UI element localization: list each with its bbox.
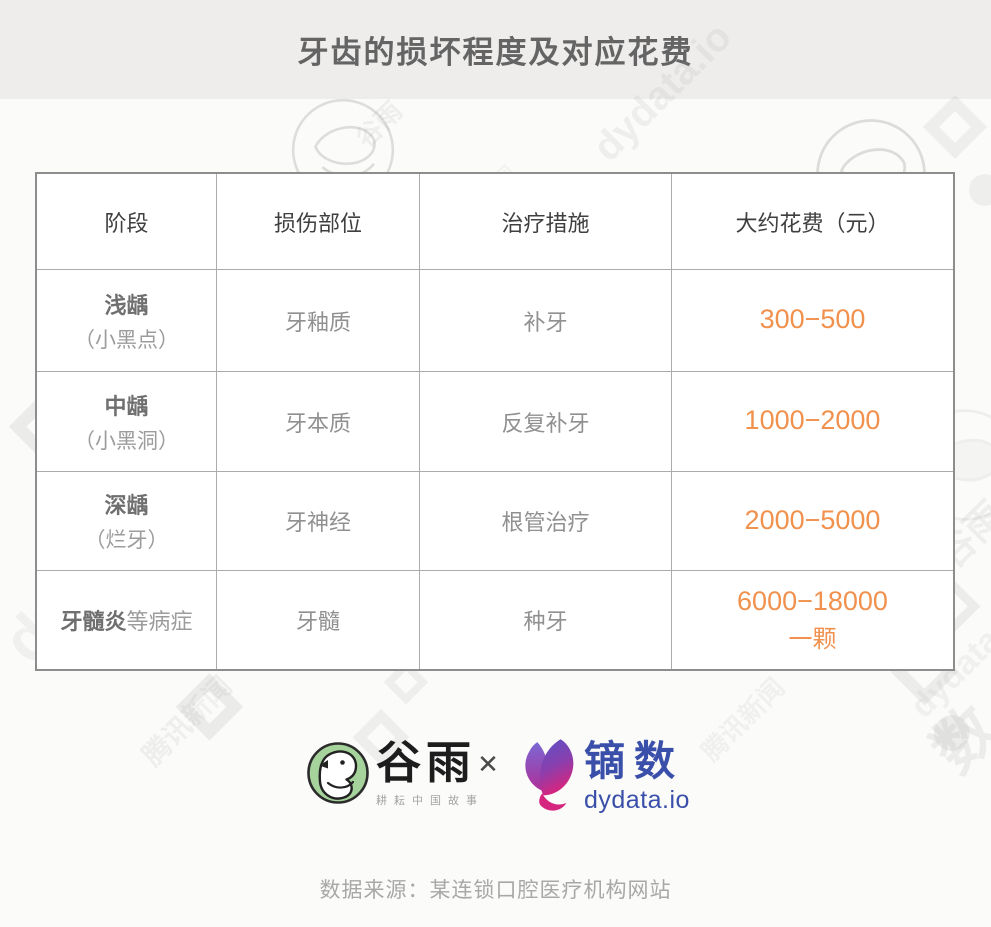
column-header-treatment: 治疗措施 <box>420 174 672 270</box>
table-row-stage: 牙髓炎等病症 <box>37 571 217 669</box>
column-header-stage: 阶段 <box>37 174 217 270</box>
cost-table: 阶段 损伤部位 治疗措施 大约花费（元） 浅龋 （小黑点） 牙釉质 补牙 300… <box>35 172 955 671</box>
stage-name: 深龋 <box>104 493 149 518</box>
column-header-damaged-part: 损伤部位 <box>217 174 420 270</box>
data-source-note: 数据来源：某连锁口腔医疗机构网站 <box>319 879 672 902</box>
title-band: 牙齿的损坏程度及对应花费 <box>0 0 991 99</box>
table-cell-part: 牙神经 <box>217 472 420 571</box>
cost-value: 2000−5000 <box>744 504 881 535</box>
stage-name: 牙髓炎 <box>60 609 127 634</box>
stage-name: 浅龋 <box>104 292 149 318</box>
guyu-watermark-text: 谷雨 <box>350 95 409 154</box>
tencent-news-watermark-icon <box>352 660 429 766</box>
table-cell-part: 牙本质 <box>217 372 420 472</box>
table-row-stage: 中龋 （小黑洞） <box>37 372 217 472</box>
cost-value: 300−500 <box>759 304 866 334</box>
dydata-name: 镝数 <box>584 738 684 784</box>
table-row-stage: 深龋 （烂牙） <box>37 472 217 571</box>
column-header-cost: 大约花费（元） <box>672 174 953 270</box>
table-cell-treatment: 补牙 <box>420 270 672 372</box>
table-cell-treatment: 反复补牙 <box>420 372 672 472</box>
table-row-stage: 浅龋 （小黑点） <box>37 270 217 372</box>
guyu-bird-logo-icon <box>307 742 369 804</box>
guyu-name: 谷雨 <box>376 736 477 789</box>
guyu-wordmark: 谷雨 耕耘中国故事 <box>376 738 511 808</box>
stage-name: 中龋 <box>104 393 149 419</box>
table-cell-cost: 2000−5000 <box>672 472 953 571</box>
guyu-slogan: 耕耘中国故事 <box>376 795 484 807</box>
table-cell-cost: 300−500 <box>672 270 953 372</box>
table-cell-cost: 6000−18000 一颗 <box>672 571 953 669</box>
stage-subtitle: （小黑点） <box>74 328 179 352</box>
table-cell-part: 牙髓 <box>217 571 420 669</box>
collab-x-icon: ✕ <box>477 749 499 779</box>
cost-unit: 一颗 <box>788 626 837 653</box>
tencent-news-watermark-text: 腾讯新闻 <box>136 670 238 772</box>
dydata-site: dydata.io <box>584 786 690 814</box>
shu-watermark-text: 数 <box>919 693 991 786</box>
table-cell-treatment: 种牙 <box>420 571 672 669</box>
dydata-butterfly-logo-icon <box>525 739 574 811</box>
cost-value: 1000−2000 <box>744 405 881 435</box>
stage-subtitle: （烂牙） <box>84 529 169 552</box>
table-cell-cost: 1000−2000 <box>672 372 953 472</box>
stage-subtitle: （小黑洞） <box>74 429 179 453</box>
dydata-wordmark: 镝数 dydata.io <box>584 739 690 815</box>
tencent-news-watermark-text: 腾讯新闻 <box>695 672 791 767</box>
cost-value: 6000−18000 <box>737 586 888 616</box>
table-cell-treatment: 根管治疗 <box>420 472 672 571</box>
table-cell-part: 牙釉质 <box>217 270 420 372</box>
page-title: 牙齿的损坏程度及对应花费 <box>297 35 694 70</box>
stage-suffix: 等病症 <box>126 609 193 634</box>
